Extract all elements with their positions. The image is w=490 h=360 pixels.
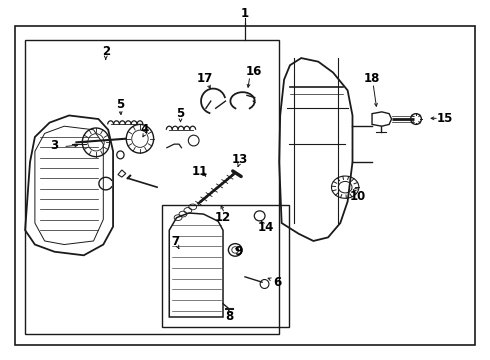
Text: 4: 4 xyxy=(141,122,149,136)
Text: 11: 11 xyxy=(192,165,208,177)
Text: 14: 14 xyxy=(258,221,274,234)
Text: 2: 2 xyxy=(102,45,110,58)
Text: 5: 5 xyxy=(176,107,185,120)
Text: 18: 18 xyxy=(364,72,380,85)
Text: 8: 8 xyxy=(225,310,234,323)
Text: 12: 12 xyxy=(215,211,231,224)
Text: 13: 13 xyxy=(232,153,248,166)
Text: 7: 7 xyxy=(172,235,180,248)
Text: 15: 15 xyxy=(437,112,454,125)
Text: 6: 6 xyxy=(273,276,282,289)
Text: 5: 5 xyxy=(116,98,124,111)
Text: 16: 16 xyxy=(245,65,262,78)
Text: 17: 17 xyxy=(197,72,213,85)
Text: 10: 10 xyxy=(349,190,366,203)
Text: 1: 1 xyxy=(241,7,249,20)
Text: 3: 3 xyxy=(50,139,58,152)
Text: 9: 9 xyxy=(235,245,243,258)
